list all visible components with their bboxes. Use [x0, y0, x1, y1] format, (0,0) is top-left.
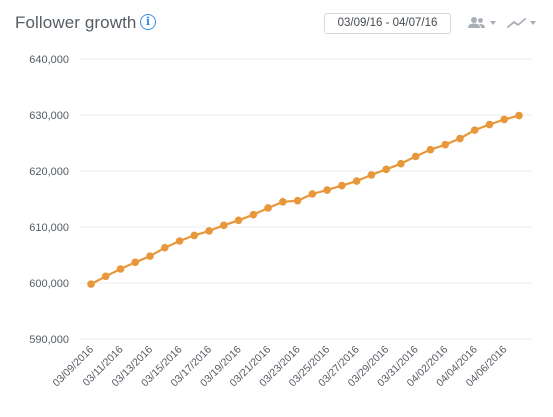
data-point[interactable]	[470, 126, 479, 134]
data-point[interactable]	[515, 111, 523, 120]
data-point[interactable]	[116, 265, 125, 273]
data-point[interactable]	[87, 280, 95, 288]
data-point[interactable]	[367, 171, 376, 179]
data-point[interactable]	[397, 159, 405, 168]
chart-header: Follower growth i 03/09/16 - 04/07/16	[0, 0, 553, 44]
data-point[interactable]	[175, 237, 184, 245]
series-line	[90, 114, 520, 286]
line-chart-icon	[507, 18, 526, 28]
data-point[interactable]	[101, 272, 110, 281]
y-tick-label: 630,000	[29, 110, 69, 122]
data-point[interactable]	[160, 243, 169, 252]
data-point[interactable]	[190, 231, 199, 240]
data-point[interactable]	[323, 186, 331, 194]
date-range-picker[interactable]: 03/09/16 - 04/07/16	[324, 13, 451, 34]
chevron-down-icon	[530, 21, 536, 25]
data-point[interactable]	[279, 198, 287, 206]
data-point[interactable]	[205, 227, 213, 235]
chevron-down-icon	[490, 21, 496, 25]
data-point[interactable]	[249, 210, 258, 219]
audience-dropdown[interactable]	[466, 15, 498, 31]
chart-title: Follower growth	[15, 13, 137, 32]
data-point[interactable]	[220, 221, 228, 230]
y-tick-label: 620,000	[29, 166, 69, 178]
data-point[interactable]	[293, 196, 302, 205]
data-point[interactable]	[338, 181, 346, 190]
data-point[interactable]	[500, 115, 509, 124]
data-point[interactable]	[456, 134, 464, 143]
data-point[interactable]	[411, 152, 420, 161]
y-tick-label: 610,000	[29, 222, 69, 234]
info-icon[interactable]: i	[140, 14, 156, 30]
chart-type-dropdown[interactable]	[506, 15, 538, 31]
data-point[interactable]	[485, 120, 494, 129]
data-point[interactable]	[426, 145, 435, 154]
data-point[interactable]	[234, 216, 243, 225]
y-tick-label: 600,000	[29, 278, 69, 290]
data-point[interactable]	[441, 140, 450, 149]
data-point[interactable]	[382, 165, 390, 174]
people-icon	[468, 17, 485, 28]
data-point[interactable]	[308, 190, 317, 198]
y-tick-label: 640,000	[29, 54, 69, 66]
y-tick-label: 590,000	[29, 334, 69, 346]
data-point[interactable]	[264, 204, 272, 212]
data-point[interactable]	[352, 177, 361, 185]
data-point[interactable]	[131, 258, 140, 267]
data-point[interactable]	[146, 252, 154, 260]
